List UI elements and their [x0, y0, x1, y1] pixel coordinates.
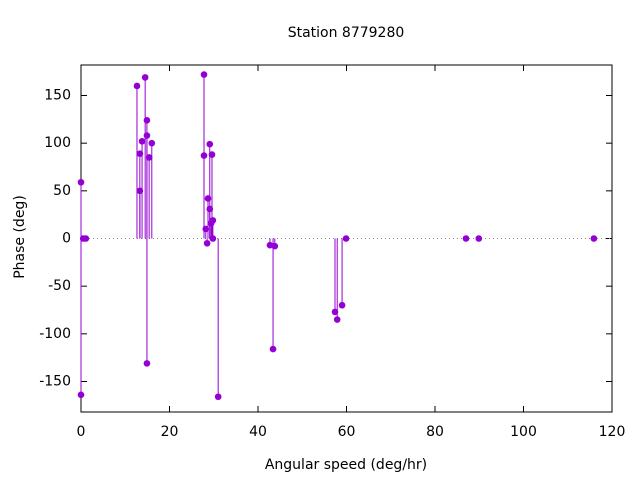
stem-point	[333, 316, 341, 323]
y-tick-label: -50	[48, 278, 71, 294]
x-tick-label: 60	[338, 424, 356, 440]
y-tick-label: 50	[53, 183, 71, 199]
stem-point	[590, 235, 598, 242]
stem-point	[143, 132, 151, 139]
y-tick-label: -150	[39, 373, 71, 389]
y-tick-label: 100	[44, 135, 71, 151]
stem-point	[143, 360, 151, 367]
stem-point	[77, 391, 85, 399]
stem-point	[203, 239, 211, 247]
x-tick-label: 0	[77, 424, 86, 440]
stem-point	[271, 242, 279, 250]
x-tick-label: 100	[510, 424, 537, 440]
x-tick-label: 80	[426, 424, 444, 440]
stem-point	[208, 151, 216, 158]
stem-point	[338, 301, 346, 309]
stem-point	[206, 205, 214, 213]
stem-point	[462, 235, 470, 242]
stem-point	[331, 308, 339, 316]
stem-point	[214, 393, 222, 401]
x-tick-label: 120	[599, 424, 626, 440]
stem-point	[136, 187, 144, 195]
y-tick-label: -100	[39, 326, 71, 342]
stem-point	[82, 235, 90, 242]
stem-point	[204, 195, 212, 202]
x-tick-label: 20	[161, 424, 179, 440]
stem-point	[206, 140, 214, 148]
stem-point	[136, 150, 144, 157]
stem-point	[200, 71, 208, 78]
stem-point	[145, 154, 153, 161]
stem-point	[269, 345, 277, 353]
y-axis-label: Phase (deg)	[12, 195, 28, 279]
stem-point	[143, 116, 151, 124]
stem-point	[148, 139, 156, 147]
y-tick-label: 0	[62, 231, 71, 247]
stem-point	[200, 152, 208, 159]
stem-point	[133, 82, 141, 90]
chart-title: Station 8779280	[288, 25, 405, 41]
x-tick-label: 40	[249, 424, 267, 440]
stem-point	[141, 74, 149, 81]
stem-point	[138, 137, 146, 145]
stem-point	[209, 217, 217, 224]
stem-point	[202, 225, 210, 233]
stem-point	[475, 235, 483, 242]
stem-point	[77, 178, 85, 186]
y-tick-label: 150	[44, 88, 71, 104]
x-axis-label: Angular speed (deg/hr)	[265, 457, 427, 473]
stem-point	[342, 235, 350, 242]
